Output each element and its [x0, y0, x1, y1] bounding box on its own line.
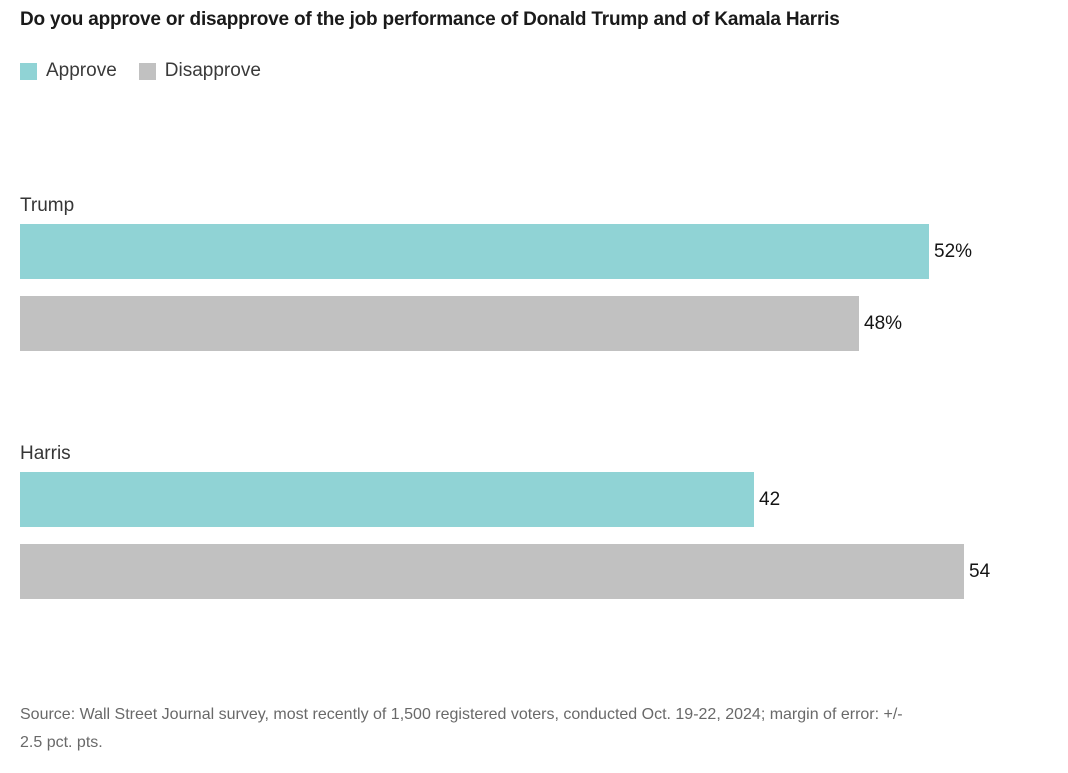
value-label-trump-disapprove: 48% [864, 312, 903, 334]
bar-row-trump-approve: 52% [20, 224, 1068, 279]
source-note: Source: Wall Street Journal survey, most… [20, 701, 1044, 756]
value-label-trump-approve: 52% [934, 240, 973, 262]
chart-legend: Approve Disapprove [20, 60, 261, 82]
value-label-harris-approve: 42 [759, 488, 781, 510]
chart-title: Do you approve or disapprove of the job … [20, 9, 840, 30]
approve-swatch-icon [20, 62, 37, 80]
bar-row-trump-disapprove: 48% [20, 296, 1068, 351]
legend-item-approve: Approve [20, 60, 117, 82]
source-note-line2: 2.5 pct. pts. [20, 733, 103, 751]
bar-trump-disapprove [20, 296, 859, 351]
bar-row-harris-disapprove: 54 [20, 544, 1068, 599]
bar-group-trump: Trump 52% 48% [20, 194, 1068, 368]
legend-item-disapprove: Disapprove [138, 60, 261, 82]
bar-harris-approve [20, 472, 754, 527]
disapprove-swatch-icon [138, 62, 156, 80]
value-label-harris-disapprove: 54 [969, 560, 991, 582]
legend-label-approve: Approve [46, 60, 117, 81]
bar-trump-approve [20, 224, 929, 279]
category-label-trump: Trump [20, 195, 75, 216]
bar-row-harris-approve: 42 [20, 472, 1068, 527]
legend-label-disapprove: Disapprove [164, 60, 261, 81]
category-label-harris: Harris [20, 443, 71, 464]
bar-harris-disapprove [20, 544, 964, 599]
bar-group-harris: Harris 42 54 [20, 442, 1068, 616]
source-note-line1: Source: Wall Street Journal survey, most… [20, 706, 903, 723]
